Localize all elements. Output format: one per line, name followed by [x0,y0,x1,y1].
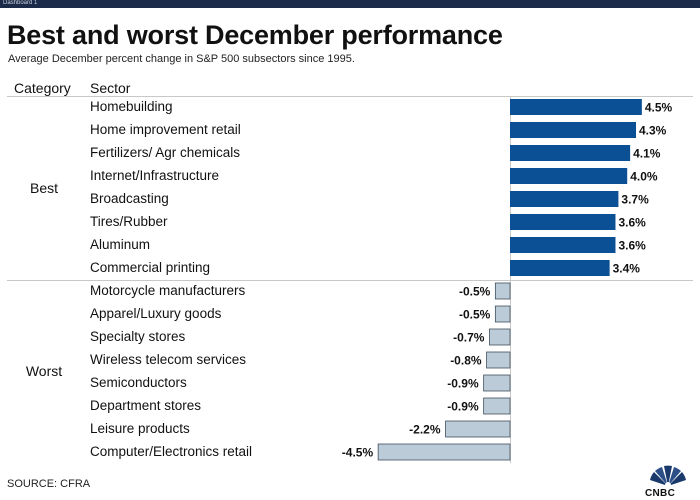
sector-label: Fertilizers/ Agr chemicals [90,145,241,160]
cnbc-logo-text: CNBC [645,488,676,499]
sector-label: Wireless telecom services [90,352,247,367]
bar-worst [494,282,511,300]
sector-label: Broadcasting [90,191,169,206]
bar-best [510,214,616,230]
sector-label: Motorcycle manufacturers [90,283,246,298]
sector-label: Aluminum [90,237,151,252]
bar-worst [486,351,511,369]
bar-best [510,122,636,138]
bar-value-label: -4.5% [342,446,374,460]
sector-label: Home improvement retail [90,122,241,137]
bar-worst [445,420,511,438]
zero-axis-line [510,97,511,463]
bar-worst [489,328,511,346]
cnbc-peacock-icon [650,465,686,488]
bar-best [510,191,619,207]
header-divider [7,96,693,97]
bar-value-label: 4.1% [633,147,661,161]
sector-label: Tires/Rubber [90,214,168,229]
bar-value-label: -0.5% [459,285,491,299]
group-label-best: Best [29,180,58,196]
bar-value-label: 4.0% [630,170,658,184]
bar-value-label: -0.8% [450,354,482,368]
bar-best [510,145,631,161]
bar-worst [483,374,511,392]
chart-subtitle: Average December percent change in S&P 5… [8,53,355,65]
bar-worst [377,443,511,461]
bar-best [510,99,642,115]
column-header-sector: Sector [90,80,131,96]
chart-title: Best and worst December performance [7,20,503,50]
sector-label: Semiconductors [90,375,187,390]
bar-value-label: -0.5% [459,308,491,322]
sector-label: Apparel/Luxury goods [90,306,222,321]
bar-value-label: 3.7% [621,193,649,207]
sector-label: Commercial printing [90,260,211,275]
column-header-category: Category [14,80,71,96]
bar-best [510,237,616,253]
bar-value-label: -0.9% [447,400,479,414]
sector-label: Department stores [90,398,202,413]
sector-label: Homebuilding [90,99,173,114]
bar-value-label: 3.6% [618,239,646,253]
window-tab-label[interactable]: Dashboard 1 [3,0,38,6]
bar-worst [483,397,511,415]
bar-best [510,168,628,184]
window-tab-bar: Dashboard 1 [0,0,700,8]
bar-best [510,260,610,276]
group-divider [7,280,693,281]
bar-value-label: 3.6% [618,216,646,230]
sector-label: Leisure products [90,421,190,436]
bar-value-label: 3.4% [613,262,641,276]
bar-value-label: -0.7% [453,331,485,345]
sector-label: Specialty stores [90,329,186,344]
sector-label: Computer/Electronics retail [90,444,253,459]
bar-value-label: 4.5% [645,101,673,115]
bar-worst [494,305,511,323]
sector-label: Internet/Infrastructure [90,168,220,183]
group-label-worst: Worst [25,363,63,379]
source-note: SOURCE: CFRA [7,478,91,490]
bar-value-label: 4.3% [639,124,667,138]
bar-value-label: -0.9% [447,377,479,391]
bar-value-label: -2.2% [409,423,441,437]
